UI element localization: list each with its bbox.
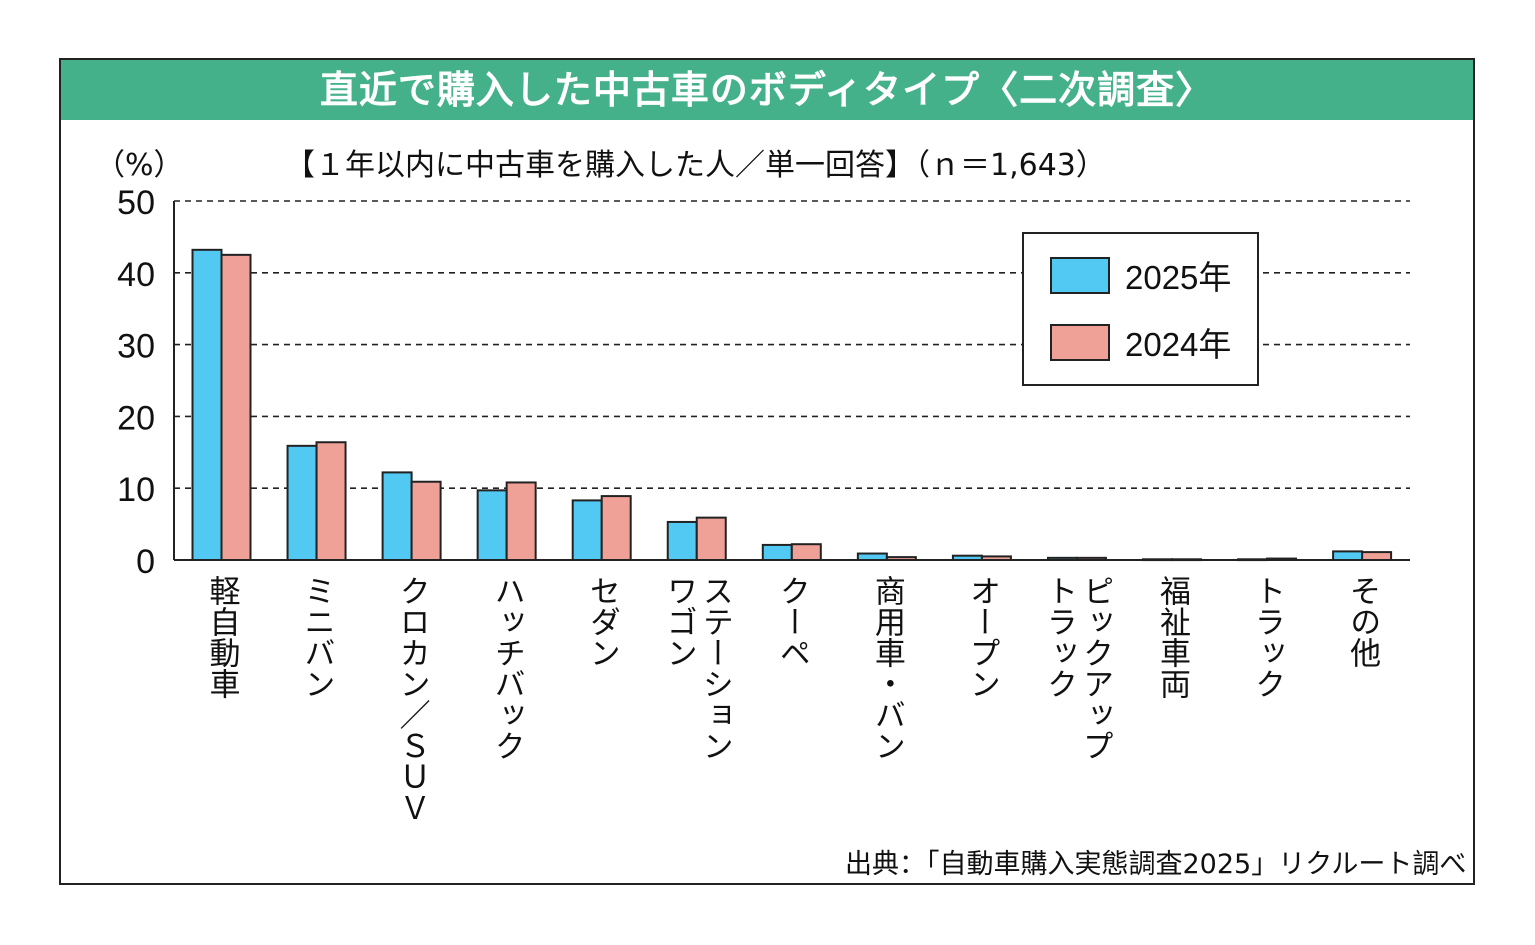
bar-2025 (286, 444, 318, 562)
bar-2024 (600, 495, 632, 561)
x-tick-label: 福祉車両 (1154, 575, 1190, 699)
bar-2024 (980, 555, 1012, 561)
y-tick-label: 0 (136, 543, 155, 581)
bar-2025 (381, 471, 413, 561)
x-tick-label: クロカン／ＳＵＶ (393, 575, 430, 823)
source-note: 出典：「自動車購入実態調査2025」リクルート調べ (845, 849, 1467, 880)
bar-2024 (695, 516, 727, 561)
legend-label: 2025年 (1125, 259, 1231, 296)
bar-2025 (666, 520, 698, 561)
bar-2025 (856, 552, 888, 562)
x-tick-label: クーペ (773, 575, 810, 668)
bar-2025 (761, 543, 793, 561)
bar-2025 (1332, 550, 1364, 561)
legend-label: 2024年 (1125, 326, 1231, 363)
bar-2025 (951, 554, 983, 562)
y-axis-unit-label: （%） (95, 148, 184, 183)
bar-2025 (191, 248, 223, 561)
y-tick-label: 20 (117, 399, 155, 437)
x-tick-label: オープン (963, 575, 1000, 699)
bar-2024 (1075, 556, 1107, 562)
y-tick-label: 50 (117, 184, 155, 222)
bar-2024 (1361, 551, 1393, 561)
bar-2024 (1266, 557, 1298, 562)
bar-2024 (505, 481, 537, 561)
y-tick-label: 30 (117, 328, 155, 366)
bar-2024 (220, 253, 252, 561)
legend-swatch (1050, 257, 1110, 294)
bar-2025 (476, 489, 508, 561)
bar-2025 (1142, 558, 1173, 562)
x-tick-label: その他 (1344, 575, 1381, 668)
x-tick-label: セダン (583, 575, 620, 668)
bar-2024 (410, 480, 442, 562)
bar-2024 (1171, 558, 1202, 562)
x-tick-label: ミニバン (298, 575, 335, 699)
x-tick-label: 軽自動車 (203, 575, 240, 699)
bar-2025 (571, 499, 603, 562)
bar-2024 (315, 441, 347, 561)
legend-swatch (1050, 324, 1110, 361)
bar-2024 (790, 543, 822, 561)
x-tick-label: ハッチバック (488, 575, 525, 761)
x-tick-label: ステーション ワゴン (660, 575, 733, 761)
bar-2025 (1237, 558, 1269, 562)
y-tick-label: 10 (117, 471, 155, 509)
x-tick-label: 商用車・バン (868, 575, 905, 761)
x-tick-label: トラック (1249, 575, 1286, 699)
y-tick-label: 40 (117, 256, 155, 294)
bar-2024 (885, 556, 917, 561)
chart-subtitle: 【１年以内に中古車を購入した人／単一回答】（ｎ＝1,643） (285, 148, 1106, 183)
bar-2025 (1046, 556, 1078, 562)
x-tick-label: ピックアップ トラック (1040, 575, 1113, 761)
chart-title: 直近で購入した中古車のボディタイプ〈二次調査〉 (61, 60, 1473, 120)
